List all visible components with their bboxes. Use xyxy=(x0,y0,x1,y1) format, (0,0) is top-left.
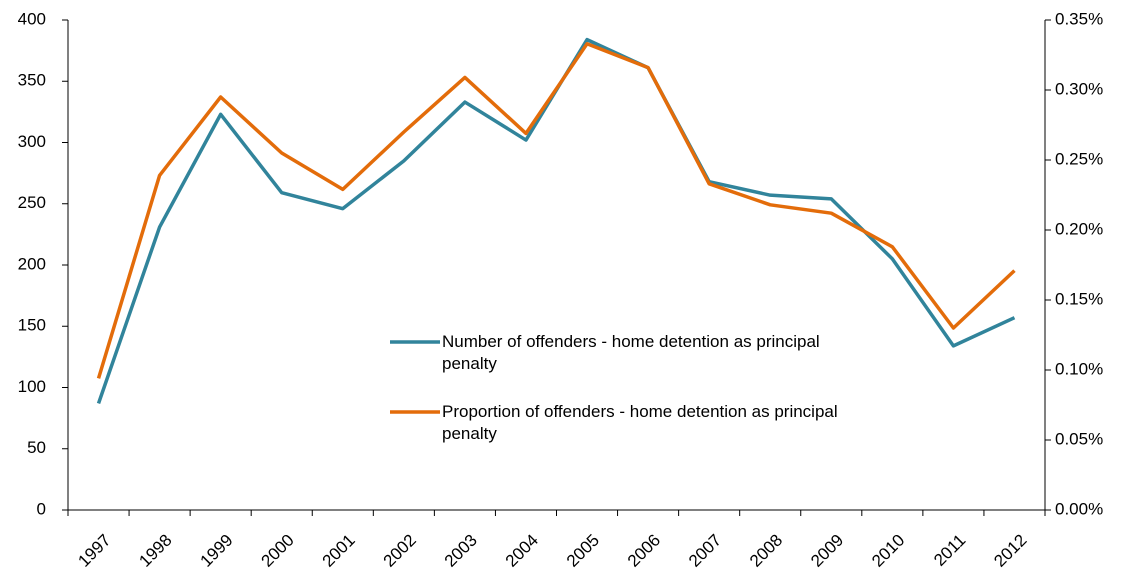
x-tick-label: 2006 xyxy=(624,531,664,571)
y2-tick-label: 0.20% xyxy=(1055,219,1103,238)
x-tick-label: 2003 xyxy=(441,531,481,571)
x-tick-label: 1999 xyxy=(196,531,236,571)
y-tick-label: 0 xyxy=(37,499,46,518)
x-tick-label: 2010 xyxy=(868,531,908,571)
x-tick-label: 2008 xyxy=(746,531,786,571)
y2-tick-label: 0.35% xyxy=(1055,9,1103,28)
y2-tick-label: 0.15% xyxy=(1055,289,1103,308)
x-tick-label: 1997 xyxy=(74,531,114,571)
y2-tick-label: 0.25% xyxy=(1055,149,1103,168)
y2-tick-label: 0.00% xyxy=(1055,499,1103,518)
y-tick-label: 150 xyxy=(18,316,46,335)
y-tick-label: 100 xyxy=(18,377,46,396)
x-tick-label: 2000 xyxy=(258,531,298,571)
x-tick-label: 2007 xyxy=(685,531,725,571)
x-tick-label: 2009 xyxy=(807,531,847,571)
legend-label: Number of offenders - home detention as … xyxy=(442,332,820,373)
x-tick-label: 2004 xyxy=(502,531,542,571)
y-tick-label: 200 xyxy=(18,254,46,273)
y-tick-label: 50 xyxy=(27,438,46,457)
x-tick-label: 2002 xyxy=(380,531,420,571)
x-tick-label: 2012 xyxy=(990,531,1030,571)
x-tick-label: 1998 xyxy=(135,531,175,571)
y-tick-label: 350 xyxy=(18,71,46,90)
series-line xyxy=(96,42,1016,379)
y-tick-label: 300 xyxy=(18,132,46,151)
legend-label: Proportion of offenders - home detention… xyxy=(442,402,838,443)
x-tick-label: 2001 xyxy=(319,531,359,571)
x-tick-label: 2011 xyxy=(930,531,969,570)
y2-tick-label: 0.10% xyxy=(1055,359,1103,378)
x-tick-label: 2005 xyxy=(563,531,603,571)
y2-tick-label: 0.05% xyxy=(1055,429,1103,448)
y-tick-label: 400 xyxy=(18,9,46,28)
y2-tick-label: 0.30% xyxy=(1055,79,1103,98)
y-tick-label: 250 xyxy=(18,193,46,212)
